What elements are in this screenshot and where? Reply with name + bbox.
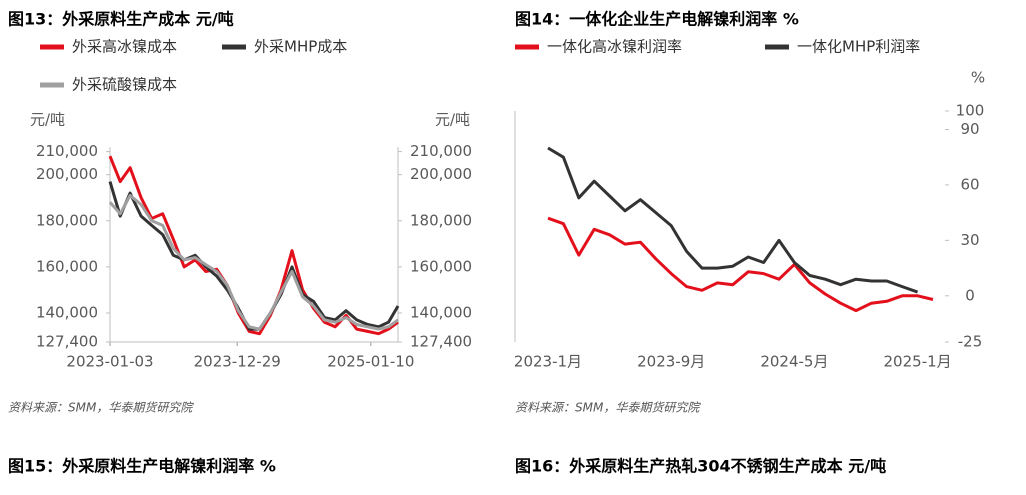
figure-title: 图16：外采原料生产热轧304不锈钢生产成本 元/吨 — [515, 457, 886, 476]
y2-tick-label: 140,000 — [410, 303, 472, 321]
figure-title: 图15：外采原料生产电解镍利润率 % — [8, 457, 276, 476]
y-unit: 元/吨 — [30, 111, 65, 129]
y-tick-label: 100 — [956, 102, 985, 120]
y-tick-label: 127,400 — [36, 333, 98, 351]
x-tick-label: 2023-12-29 — [194, 353, 281, 371]
x-tick-label: 2023-9月 — [637, 353, 705, 371]
y2-tick-label: 210,000 — [410, 142, 472, 160]
series-line — [108, 155, 399, 336]
y-tick-label: 210,000 — [36, 142, 98, 160]
y-unit: % — [971, 69, 985, 87]
x-tick-label: 2024-5月 — [760, 353, 828, 371]
x-tick-label: 2023-01-03 — [66, 353, 153, 371]
y-tick-label: -25 — [958, 333, 983, 351]
y-tick-label: 0 — [965, 286, 975, 304]
y-tick-label: 60 — [960, 175, 979, 193]
y-tick-label: 140,000 — [36, 303, 98, 321]
legend-label: 外采高冰镍成本 — [72, 38, 177, 56]
y2-tick-label: 127,400 — [410, 333, 472, 351]
legend-label: 外采硫酸镍成本 — [72, 76, 177, 94]
x-tick-label: 2025-01-10 — [327, 353, 414, 371]
chart-title: 图13：外采原料生产成本 元/吨 — [8, 10, 234, 29]
source-note: 资料来源：SMM，华泰期货研究院 — [8, 401, 194, 415]
y-tick-label: 200,000 — [36, 165, 98, 183]
series-line — [108, 181, 400, 331]
series-line — [547, 216, 934, 313]
legend-label: 一体化高冰镍利润率 — [547, 38, 682, 56]
x-tick-label: 2023-1月 — [514, 353, 582, 371]
legend-label: 外采MHP成本 — [254, 38, 347, 56]
y2-tick-label: 160,000 — [410, 257, 472, 275]
chart-title: 图14：一体化企业生产电解镍利润率 % — [515, 10, 799, 29]
y-tick-label: 180,000 — [36, 211, 98, 229]
series-line — [108, 193, 399, 331]
series-line — [547, 146, 919, 294]
x-tick-label: 2025-1月 — [884, 353, 952, 371]
y2-tick-label: 180,000 — [410, 211, 472, 229]
source-note: 资料来源：SMM，华泰期货研究院 — [515, 401, 701, 415]
y2-tick-label: 200,000 — [410, 165, 472, 183]
y-tick-label: 160,000 — [36, 257, 98, 275]
y-tick-label: 90 — [960, 120, 979, 138]
y2-unit: 元/吨 — [435, 111, 470, 129]
legend-label: 一体化MHP利润率 — [797, 38, 920, 56]
y-tick-label: 30 — [960, 231, 979, 249]
